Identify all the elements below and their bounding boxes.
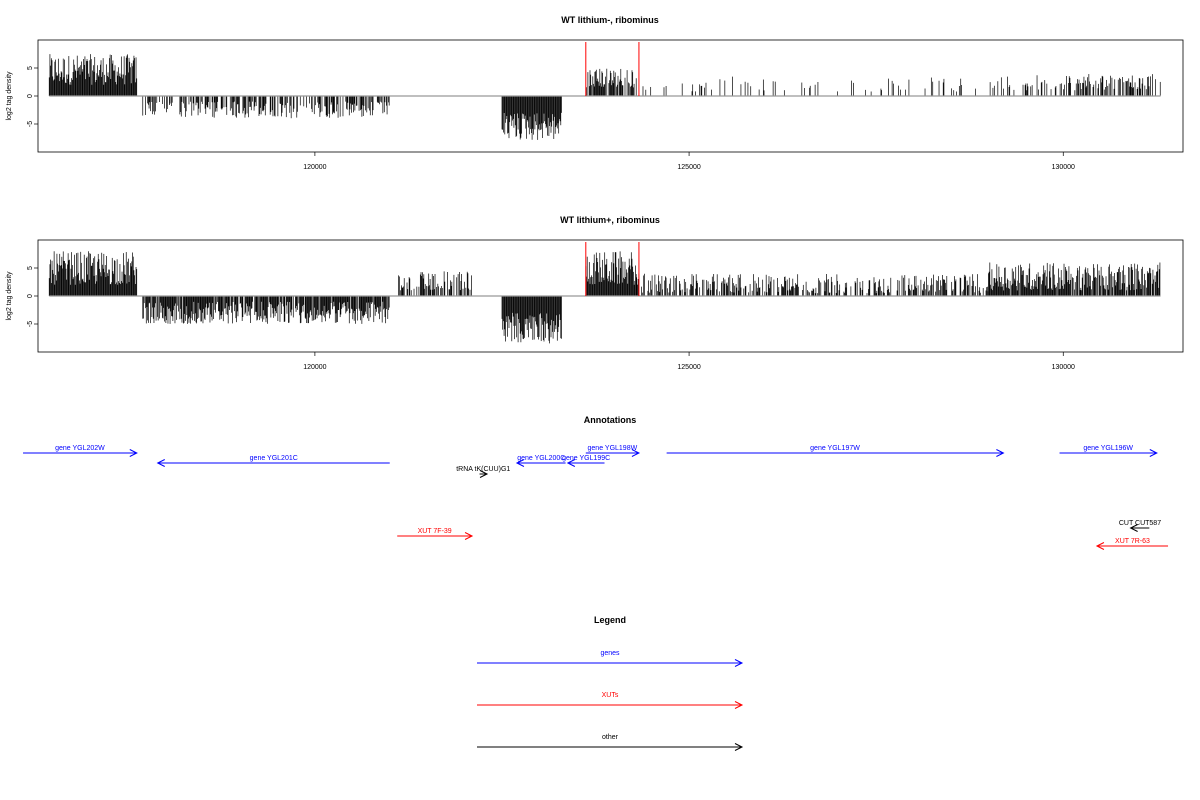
axes: -5 0 5 120000 125000 130000 (27, 266, 1075, 371)
arrow-head-icon (156, 459, 165, 467)
y-axis-label: log2 tag density (6, 71, 13, 121)
y-axis-label: log2 tag density (6, 271, 13, 321)
legend-item-xut: XUTs (477, 692, 744, 709)
feature-label: XUT 7R-63 (1115, 538, 1150, 545)
x-tick-label: 125000 (677, 164, 700, 171)
feature-gene: gene YGL196W (1059, 445, 1158, 457)
arrow-head-icon (734, 743, 744, 751)
legend-items: genes XUTs other (477, 650, 744, 751)
feature-label: gene YGL196W (1083, 445, 1133, 452)
panel-title: WT lithium-, ribominus (561, 15, 659, 25)
feature-arrows: gene YGL202W gene YGL201C tRNA tK(CUU)G1 ge… (23, 445, 1169, 550)
arrow-head-icon (631, 449, 641, 457)
panel-lithium-plus: WT lithium+, ribominus log2 tag density … (6, 215, 1184, 371)
feature-gene: gene YGL202W (23, 445, 138, 457)
feature-gene: gene YGL200C (515, 455, 566, 467)
annotations-track: Annotations gene YGL202W gene YGL201C tRNA… (23, 415, 1169, 550)
feature-label: tRNA tK(CUU)G1 (456, 466, 510, 473)
legend-item-other: other (477, 734, 744, 751)
panel-lithium-minus: WT lithium-, ribominus log2 tag density … (6, 15, 1184, 171)
feature-label: gene YGL197W (810, 445, 860, 452)
arrow-head-icon (1149, 449, 1158, 457)
arrow-head-icon (996, 449, 1005, 457)
arrow-head-icon (479, 470, 489, 478)
feature-other: tRNA tK(CUU)G1 (456, 466, 510, 478)
feature-gene: gene YGL201C (156, 455, 390, 467)
feature-label: gene YGL199C (562, 455, 610, 462)
legend: Legend genes XUTs other (477, 615, 744, 751)
x-tick-label: 125000 (677, 364, 700, 371)
feature-gene: gene YGL197W (666, 445, 1005, 457)
feature-label: XUT 7F-39 (418, 528, 452, 535)
signal-bars (48, 42, 1161, 140)
arrow-head-icon (515, 459, 525, 467)
feature-label: gene YGL198W (588, 445, 638, 452)
panel-title: WT lithium+, ribominus (560, 215, 660, 225)
feature-other: CUT CUT587 (1119, 520, 1161, 532)
signal-bars (48, 242, 1161, 344)
y-tick-label: 5 (27, 266, 34, 270)
x-tick-label: 120000 (303, 164, 326, 171)
arrow-head-icon (1129, 524, 1138, 532)
feature-gene: gene YGL199C (562, 455, 610, 467)
x-tick-label: 120000 (303, 364, 326, 371)
feature-label: gene YGL202W (55, 445, 105, 452)
x-tick-label: 130000 (1052, 164, 1075, 171)
feature-xut: XUT 7R-63 (1095, 538, 1169, 550)
arrow-head-icon (129, 449, 138, 457)
legend-title: Legend (594, 615, 626, 625)
legend-label: XUTs (602, 692, 619, 699)
arrow-head-icon (566, 459, 576, 467)
feature-label: gene YGL201C (250, 455, 298, 462)
legend-label: genes (600, 650, 620, 657)
feature-label: CUT CUT587 (1119, 520, 1161, 527)
y-tick-label: 0 (27, 294, 34, 298)
axes: -5 0 5 120000 125000 130000 (27, 66, 1075, 171)
annotations-title: Annotations (584, 415, 637, 425)
y-tick-label: 5 (27, 66, 34, 70)
arrow-head-icon (734, 701, 744, 709)
arrow-head-icon (464, 532, 474, 540)
y-tick-label: 0 (27, 94, 34, 98)
feature-xut: XUT 7F-39 (397, 528, 474, 540)
y-tick-label: -5 (27, 321, 34, 327)
legend-item-gene: genes (477, 650, 744, 667)
feature-label: gene YGL200C (517, 455, 565, 462)
x-tick-label: 130000 (1052, 364, 1075, 371)
y-tick-label: -5 (27, 121, 34, 127)
arrow-head-icon (1095, 542, 1105, 550)
legend-label: other (602, 734, 619, 741)
arrow-head-icon (734, 659, 744, 667)
feature-gene: gene YGL198W (585, 445, 641, 457)
